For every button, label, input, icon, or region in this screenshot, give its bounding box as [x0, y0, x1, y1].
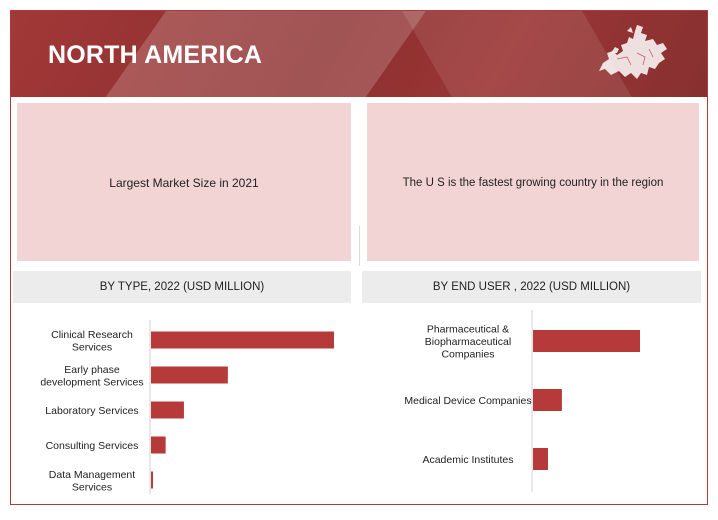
fastest-growing-panel: The U S is the fastest growing country i…	[367, 103, 699, 261]
category-label: development Services	[40, 376, 143, 388]
chart-bar	[151, 366, 228, 384]
divider	[359, 226, 360, 266]
category-label: Academic Institutes	[422, 454, 513, 466]
chart-bar	[151, 331, 334, 349]
by-end-user-heading: BY END USER , 2022 (USD MILLION)	[362, 271, 701, 303]
chart-bar	[533, 389, 562, 411]
chart-bar	[533, 448, 548, 470]
europe-map-icon	[599, 25, 667, 79]
chart-bar	[151, 471, 153, 489]
category-label: Pharmaceutical &	[427, 324, 509, 336]
category-label: Consulting Services	[46, 440, 139, 452]
category-label: Biopharmaceutical	[425, 336, 511, 348]
category-label: Early phase	[64, 364, 120, 376]
by-end-user-bar-chart: Pharmaceutical &BiopharmaceuticalCompani…	[404, 310, 640, 492]
infographic-frame: NORTH AMERICA Largest Market Size in 202…	[10, 10, 708, 505]
category-label: Data Management	[49, 469, 135, 481]
market-size-text: Largest Market Size in 2021	[109, 176, 259, 190]
by-type-heading: BY TYPE, 2022 (USD MILLION)	[13, 271, 351, 303]
category-label: Medical Device Companies	[404, 395, 531, 407]
category-label: Services	[72, 341, 112, 353]
category-label: Companies	[441, 349, 494, 361]
page-title: NORTH AMERICA	[48, 41, 263, 69]
header-banner: NORTH AMERICA	[11, 11, 707, 97]
chart-bar	[533, 330, 640, 352]
market-size-panel: Largest Market Size in 2021	[17, 103, 351, 261]
category-label: Services	[72, 481, 112, 493]
fastest-growing-text: The U S is the fastest growing country i…	[402, 177, 664, 189]
chart-bar	[151, 436, 166, 454]
category-label: Clinical Research	[51, 329, 133, 341]
category-label: Laboratory Services	[45, 405, 138, 417]
chart-bar	[151, 401, 184, 419]
